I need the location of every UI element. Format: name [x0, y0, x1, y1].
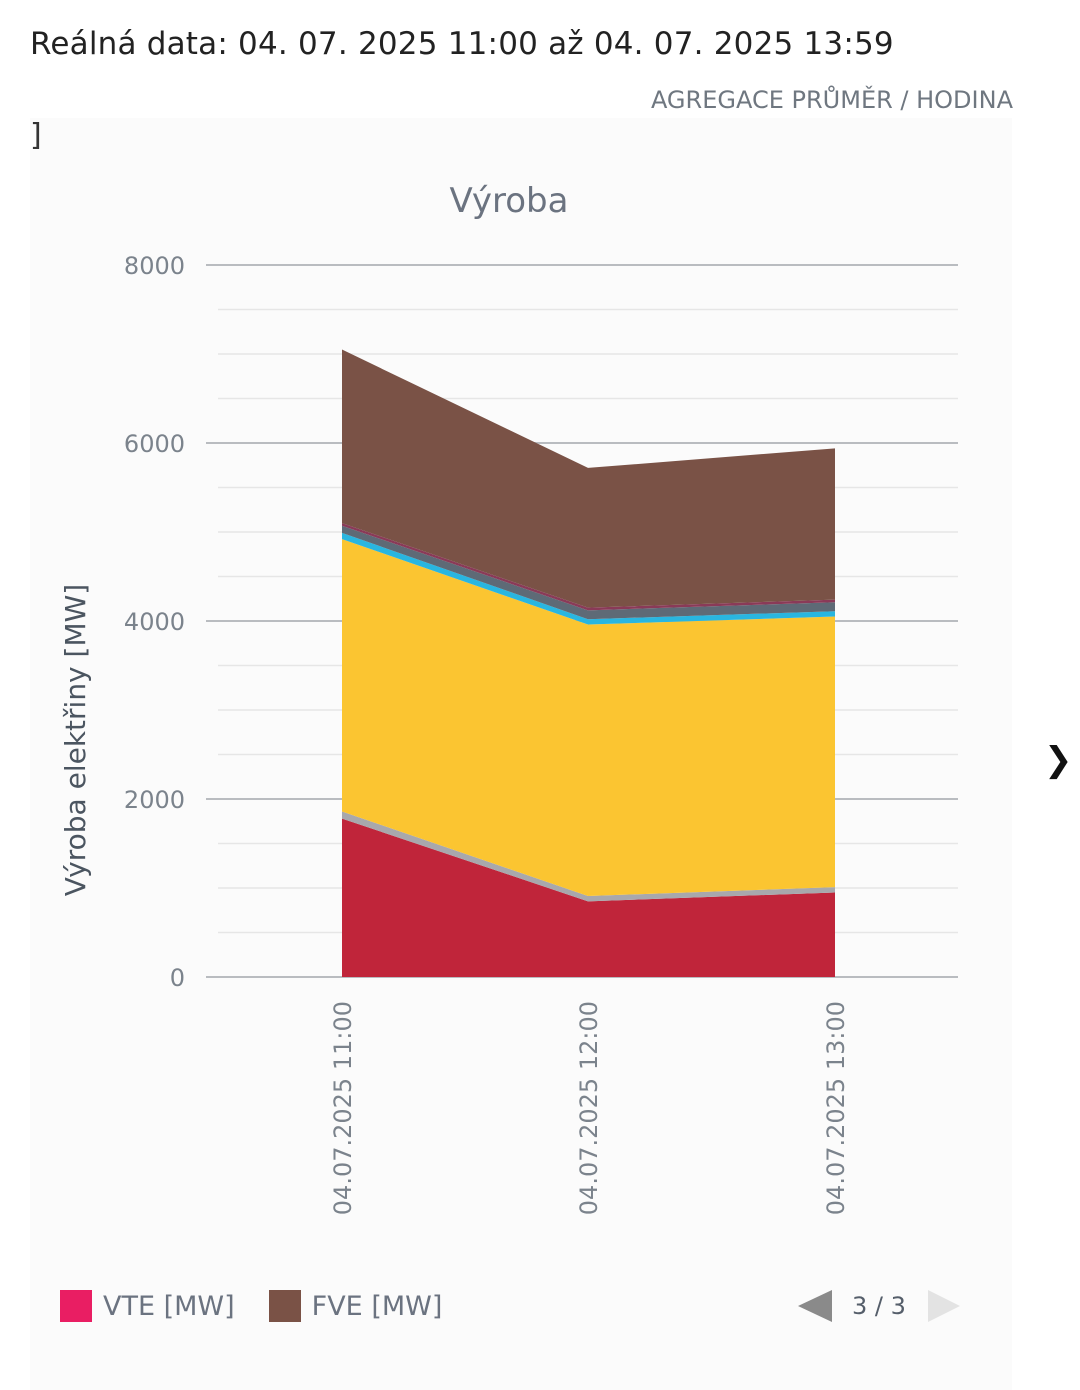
legend-pager: 3 / 3 [798, 1290, 960, 1322]
y-tick-label: 0 [170, 964, 185, 992]
legend-label-fve: FVE [MW] [311, 1290, 443, 1322]
legend-swatch-vte [60, 1290, 92, 1322]
legend-swatch-fve [268, 1290, 301, 1322]
area-series-1[interactable] [342, 811, 835, 902]
aggregation-label[interactable]: AGREGACE PRŮMĚR / HODINA [650, 86, 1013, 114]
area-series-0[interactable] [342, 818, 835, 977]
legend-next-page-icon[interactable] [927, 1290, 960, 1322]
legend-page-indicator: 3 / 3 [852, 1292, 906, 1320]
area-series-5[interactable] [342, 523, 835, 611]
x-axis-ticks: 04.07.2025 11:00 04.07.2025 12:00 04.07.20… [329, 1001, 850, 1215]
y-axis-label: Výroba elektřiny [MW] [59, 584, 92, 896]
x-tick-label: 04.07.2025 11:00 [329, 1001, 357, 1215]
chart-legend: VTE [MW] FVE [MW] [60, 1290, 476, 1322]
legend-item-fve[interactable]: FVE [MW] [268, 1290, 443, 1322]
legend-prev-page-icon[interactable] [798, 1290, 832, 1322]
y-tick-label: 8000 [124, 252, 185, 280]
y-tick-label: 4000 [124, 608, 185, 636]
y-tick-label: 6000 [124, 430, 185, 458]
x-tick-label: 04.07.2025 13:00 [822, 1001, 850, 1215]
stacked-areas [342, 349, 835, 977]
x-tick-label: 04.07.2025 12:00 [575, 1001, 603, 1215]
chart-title: Výroba [450, 181, 569, 221]
stray-bracket-mark: ] [30, 118, 42, 153]
y-axis-ticks: 0 2000 4000 6000 8000 [124, 252, 185, 992]
y-tick-label: 2000 [124, 786, 185, 814]
legend-item-vte[interactable]: VTE [MW] [60, 1290, 235, 1322]
date-range-heading: Reálná data: 04. 07. 2025 11:00 až 04. 0… [30, 26, 894, 62]
chart-panel: Výroba 0 2000 4000 6000 8000 04.07.2025 11:0… [30, 118, 1012, 1390]
legend-label-vte: VTE [MW] [103, 1290, 235, 1322]
area-series-3[interactable] [342, 532, 835, 625]
area-series-4[interactable] [342, 525, 835, 620]
area-series-2[interactable] [342, 539, 835, 897]
area-series-6[interactable] [342, 349, 835, 608]
production-chart: Výroba 0 2000 4000 6000 8000 04.07.2025 11:0… [59, 181, 958, 1215]
next-chart-chevron-icon[interactable]: ❯ [1044, 740, 1073, 780]
